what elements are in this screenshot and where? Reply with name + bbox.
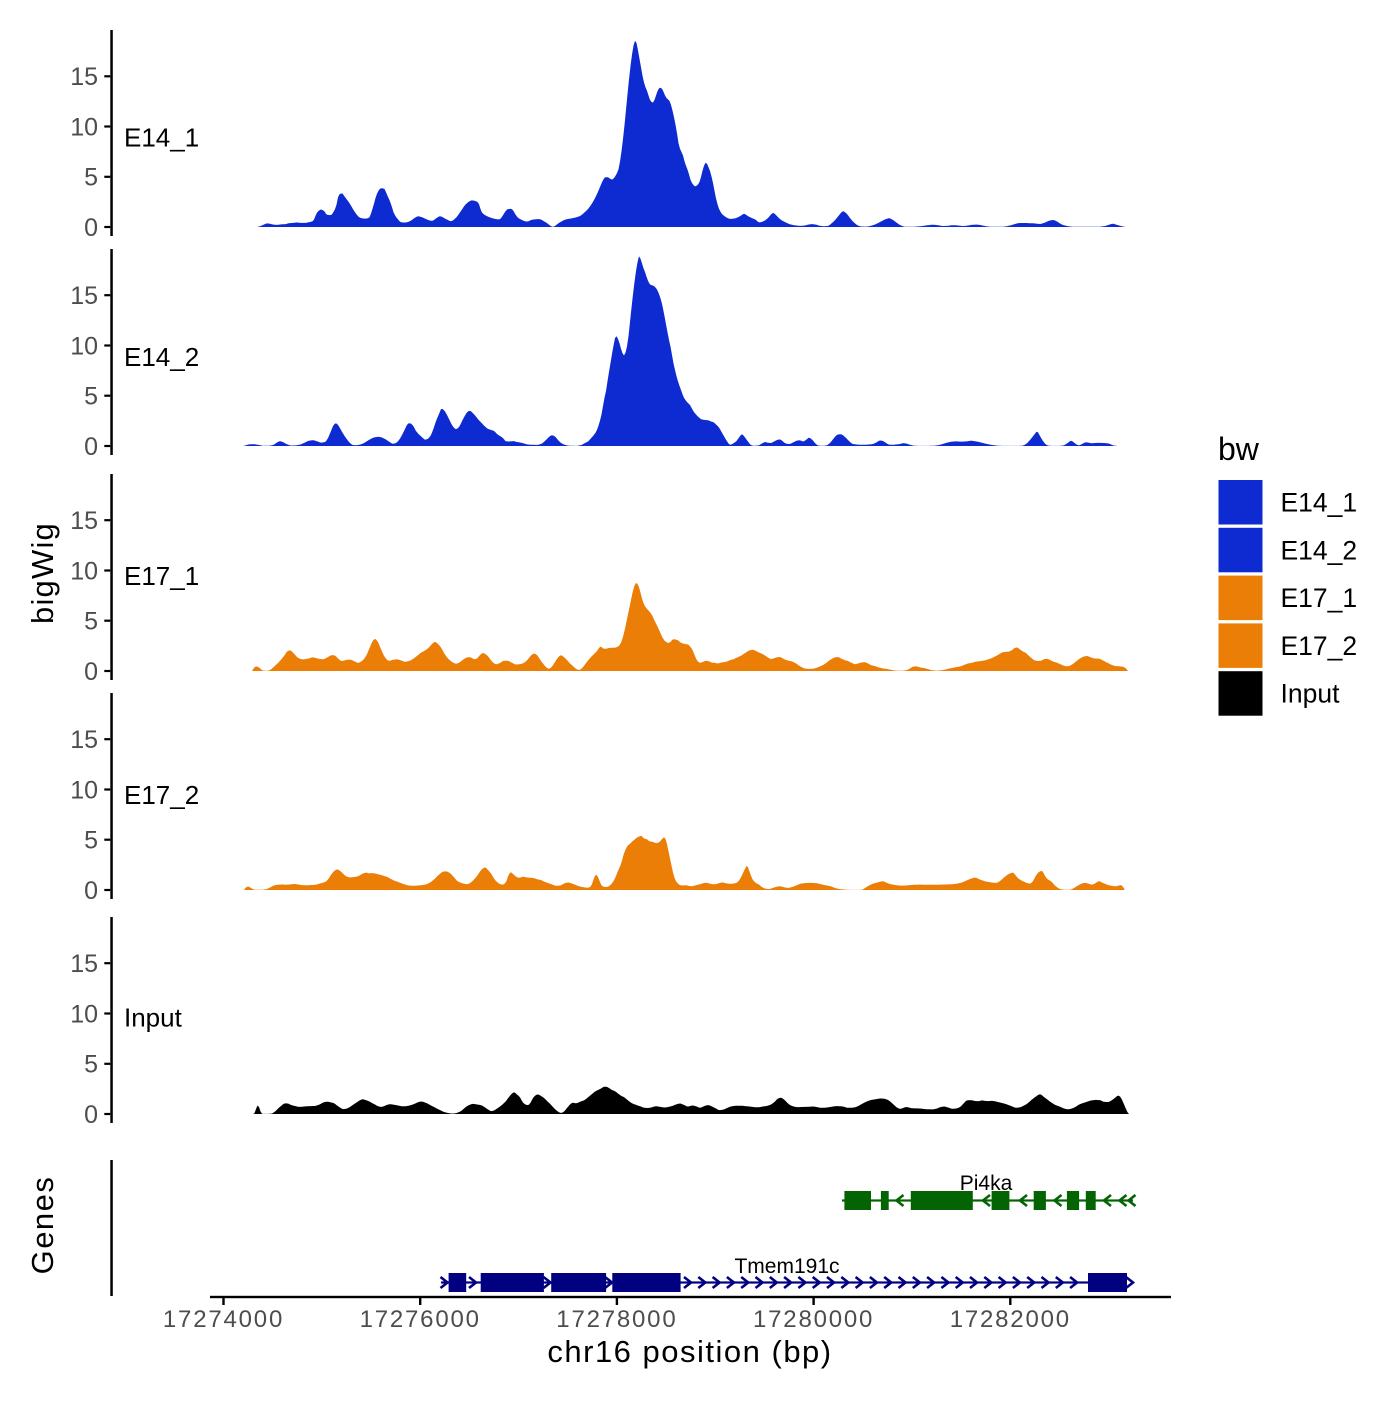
svg-text:10: 10 — [70, 113, 98, 141]
svg-text:15: 15 — [70, 63, 98, 91]
svg-text:bw: bw — [1218, 431, 1260, 467]
svg-text:5: 5 — [84, 164, 98, 192]
svg-text:bigWig: bigWig — [25, 522, 60, 624]
svg-text:Input: Input — [124, 1002, 183, 1032]
svg-text:15: 15 — [70, 950, 98, 978]
svg-text:Pi4ka: Pi4ka — [960, 1172, 1013, 1195]
svg-text:0: 0 — [84, 214, 98, 242]
svg-text:Genes: Genes — [25, 1176, 60, 1275]
svg-text:E17_1: E17_1 — [1281, 583, 1358, 613]
svg-text:15: 15 — [70, 507, 98, 535]
svg-text:10: 10 — [70, 1000, 98, 1028]
svg-text:E14_1: E14_1 — [124, 122, 199, 152]
svg-text:10: 10 — [70, 557, 98, 585]
svg-text:17282000: 17282000 — [950, 1306, 1071, 1333]
svg-text:0: 0 — [84, 1101, 98, 1129]
svg-text:10: 10 — [70, 332, 98, 360]
svg-text:Tmem191c: Tmem191c — [734, 1255, 839, 1278]
svg-text:17278000: 17278000 — [556, 1306, 677, 1333]
svg-text:E17_1: E17_1 — [124, 561, 199, 591]
svg-text:15: 15 — [70, 282, 98, 310]
svg-text:0: 0 — [84, 433, 98, 461]
svg-text:E17_2: E17_2 — [1281, 631, 1358, 661]
svg-text:5: 5 — [84, 827, 98, 855]
svg-text:E17_2: E17_2 — [124, 780, 199, 810]
svg-text:E14_2: E14_2 — [1281, 535, 1358, 565]
svg-text:5: 5 — [84, 383, 98, 411]
svg-text:5: 5 — [84, 608, 98, 636]
svg-text:5: 5 — [84, 1051, 98, 1079]
svg-text:chr16 position (bp): chr16 position (bp) — [547, 1334, 832, 1369]
svg-text:E14_1: E14_1 — [1281, 488, 1358, 518]
svg-text:0: 0 — [84, 658, 98, 686]
svg-text:0: 0 — [84, 877, 98, 905]
svg-text:Input: Input — [1281, 679, 1341, 709]
svg-text:15: 15 — [70, 726, 98, 754]
svg-text:10: 10 — [70, 776, 98, 804]
svg-text:17276000: 17276000 — [360, 1306, 481, 1333]
svg-text:17274000: 17274000 — [163, 1306, 284, 1333]
svg-text:E14_2: E14_2 — [124, 342, 199, 372]
svg-text:17280000: 17280000 — [753, 1306, 874, 1333]
